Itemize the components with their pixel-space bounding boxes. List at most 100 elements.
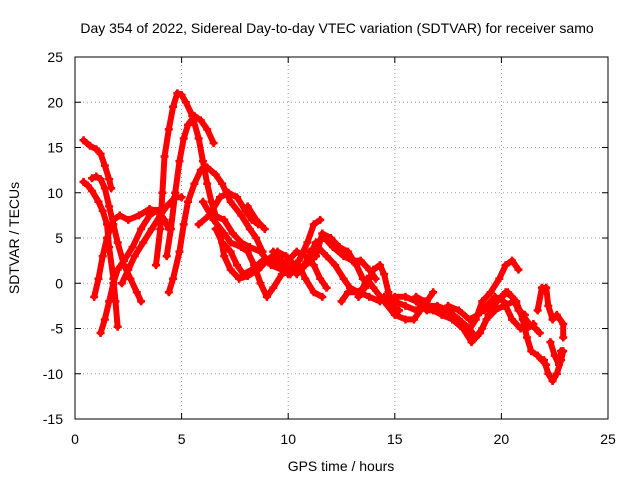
data-point <box>412 292 421 301</box>
y-tick-label: 20 <box>47 94 63 110</box>
y-tick-label: 5 <box>55 230 63 246</box>
data-point <box>179 220 188 229</box>
data-point <box>303 238 312 247</box>
series-layer <box>79 89 568 385</box>
data-point <box>363 274 372 283</box>
series-track-28 <box>534 284 567 341</box>
data-point <box>218 238 227 247</box>
data-point <box>409 315 418 324</box>
data-point <box>480 306 489 315</box>
data-point <box>375 261 384 270</box>
data-point <box>371 274 380 283</box>
data-point <box>243 247 252 256</box>
data-point <box>533 351 542 360</box>
data-point <box>454 306 463 315</box>
data-point <box>503 288 512 297</box>
data-point <box>501 261 510 270</box>
data-point <box>540 356 549 365</box>
data-point <box>491 306 500 315</box>
data-point <box>128 243 137 252</box>
data-point <box>105 202 114 211</box>
series-track-30 <box>547 339 565 368</box>
data-point <box>215 193 224 202</box>
data-point <box>152 261 161 270</box>
data-point <box>301 274 310 283</box>
data-point <box>100 161 109 170</box>
data-point <box>158 188 167 197</box>
data-point <box>256 279 265 288</box>
data-point <box>518 315 527 324</box>
data-point <box>247 265 256 274</box>
data-point <box>190 111 199 120</box>
data-point <box>552 310 561 319</box>
data-point <box>262 292 271 301</box>
data-point <box>252 234 261 242</box>
data-point <box>96 149 105 158</box>
data-point <box>88 174 97 183</box>
data-point <box>473 310 482 319</box>
data-point <box>401 301 410 310</box>
data-point <box>228 229 237 238</box>
data-point <box>109 279 118 288</box>
data-point <box>237 211 246 220</box>
x-tick-label: 10 <box>280 431 296 447</box>
data-point <box>130 252 139 261</box>
series-track-15 <box>212 225 292 278</box>
data-point <box>209 138 218 147</box>
data-point <box>548 376 557 385</box>
data-point <box>395 306 404 315</box>
data-point <box>550 351 559 360</box>
data-point <box>203 179 212 188</box>
y-tick-label: -5 <box>51 321 64 337</box>
data-point <box>542 283 551 292</box>
data-point <box>162 252 171 261</box>
data-point <box>88 186 97 195</box>
data-point <box>132 288 141 297</box>
y-tick-label: 10 <box>47 185 63 201</box>
data-point <box>482 315 491 324</box>
data-point <box>173 89 182 98</box>
data-point <box>320 234 329 242</box>
data-point <box>102 234 111 242</box>
data-point <box>437 310 446 319</box>
data-point <box>90 292 99 301</box>
data-point <box>258 256 267 265</box>
data-point <box>292 270 301 279</box>
series-track-8 <box>163 112 217 260</box>
data-point <box>508 256 517 265</box>
data-point <box>194 134 203 143</box>
data-point <box>559 319 568 328</box>
data-point <box>137 297 146 306</box>
data-point <box>546 338 555 347</box>
data-point <box>83 181 92 190</box>
data-point <box>211 224 220 233</box>
y-tick-label: -10 <box>43 366 63 382</box>
data-point <box>448 315 457 324</box>
series-track-11 <box>210 212 330 291</box>
data-point <box>92 145 101 154</box>
data-point <box>420 297 429 306</box>
data-point <box>198 197 207 206</box>
data-point <box>196 166 205 175</box>
data-point <box>309 261 318 270</box>
data-point <box>164 288 173 297</box>
data-point <box>328 243 337 252</box>
data-point <box>429 288 438 297</box>
data-point <box>194 220 203 229</box>
data-point <box>339 252 348 261</box>
data-point <box>203 163 212 172</box>
data-point <box>309 288 318 297</box>
data-point <box>444 301 453 310</box>
grid <box>75 57 608 419</box>
data-point <box>476 329 485 338</box>
data-point <box>544 369 553 378</box>
x-tick-label: 0 <box>71 431 79 447</box>
data-point <box>331 261 340 270</box>
data-point <box>384 288 393 297</box>
data-point <box>196 116 205 125</box>
data-point <box>156 224 165 233</box>
data-point <box>271 252 280 261</box>
data-point <box>512 297 521 306</box>
data-point <box>85 141 94 150</box>
